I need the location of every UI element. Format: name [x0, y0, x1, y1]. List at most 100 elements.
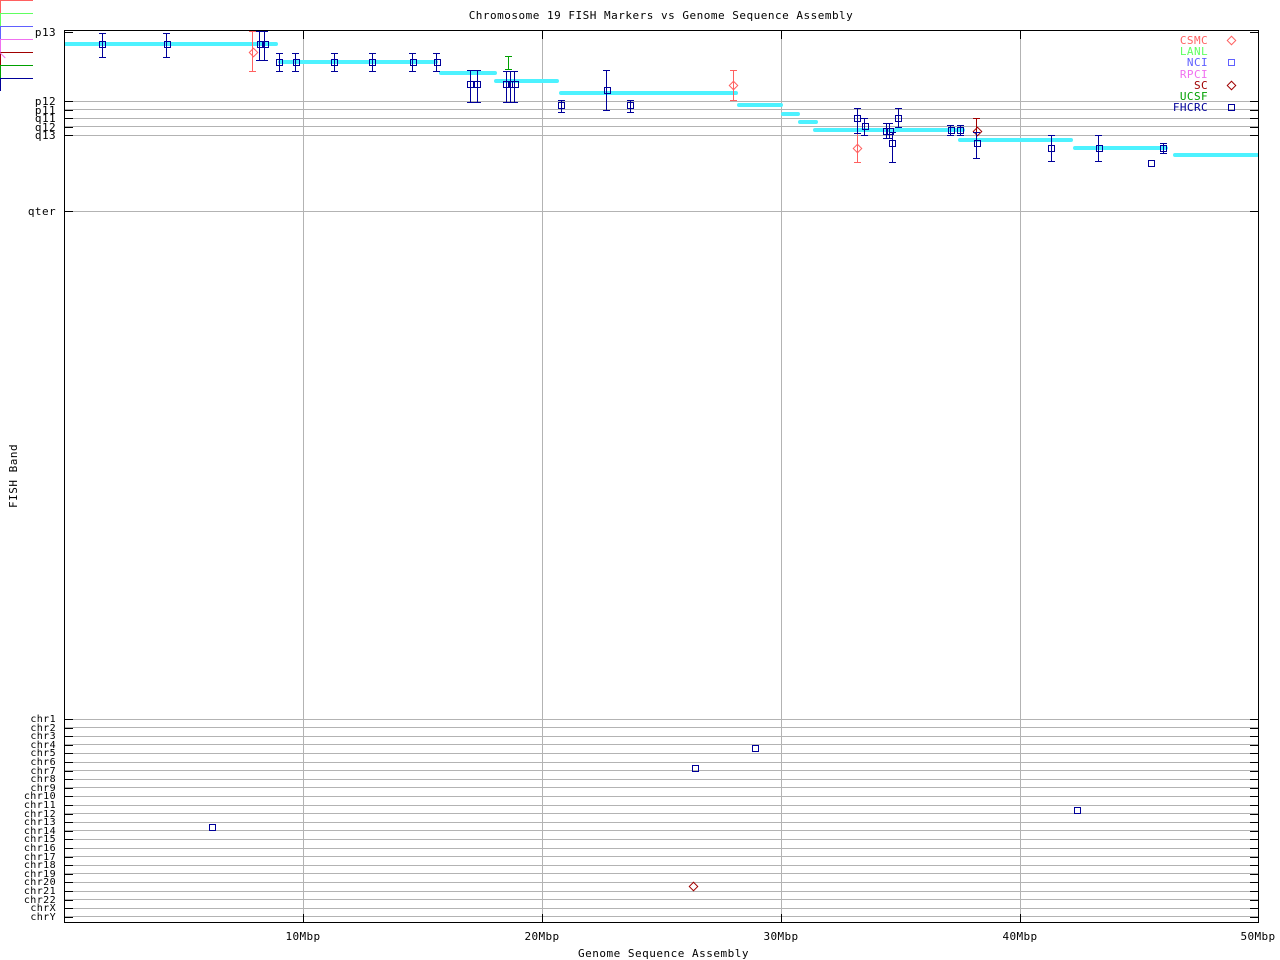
y-tick-label: chr19	[23, 868, 56, 880]
axis-tick	[1250, 118, 1258, 119]
axis-tick	[1250, 719, 1258, 720]
error-bar-line	[469, 70, 471, 102]
error-bar-cap	[603, 109, 611, 111]
error-bar-line	[101, 33, 103, 57]
axis-tick	[542, 30, 543, 39]
error-bar-cap	[163, 32, 171, 34]
axis-tick	[1020, 30, 1021, 39]
error-bar-cap	[557, 111, 565, 113]
gridline-vertical	[780, 30, 782, 923]
error-bar-cap	[433, 70, 441, 72]
gridline-vertical	[541, 30, 543, 923]
gridline-horizontal	[64, 134, 1259, 136]
y-tick-label: chr20	[23, 877, 56, 889]
error-bar-cap	[973, 117, 981, 119]
axis-tick	[1258, 914, 1259, 923]
axis-tick	[65, 753, 73, 755]
gridline-horizontal	[64, 830, 1259, 832]
marker-square	[261, 41, 269, 48]
axis-tick	[1250, 211, 1258, 212]
error-bar-cap	[505, 55, 513, 57]
marker-square	[369, 59, 377, 66]
error-bar-cap	[330, 52, 338, 54]
marker-square	[433, 59, 441, 66]
axis-tick	[65, 796, 73, 798]
axis-tick	[1250, 736, 1258, 738]
marker-square	[99, 41, 107, 48]
error-bar-line	[508, 56, 510, 69]
axis-tick	[1250, 744, 1258, 746]
y-tick-label: chr9	[30, 782, 56, 794]
marker-square	[895, 115, 903, 122]
axis-tick	[1250, 109, 1258, 111]
y-tick-label: chr16	[23, 843, 56, 854]
error-bar-cap	[603, 69, 611, 71]
x-tick-label: 30Mbp	[763, 930, 799, 943]
marker-square	[503, 81, 511, 88]
gridline-horizontal	[64, 873, 1259, 875]
error-bar-cap	[261, 59, 269, 61]
legend-sample-cap	[0, 79, 1, 85]
axis-tick	[1250, 899, 1258, 901]
error-bar-cap	[1047, 160, 1055, 162]
error-bar-line	[436, 53, 438, 71]
legend-sample-cap	[0, 66, 1, 72]
gridline-horizontal	[64, 856, 1259, 858]
y-tick-label: p12	[34, 95, 56, 108]
error-bar-line	[295, 53, 297, 71]
error-bar-cap	[473, 101, 481, 103]
axis-tick	[1250, 891, 1258, 892]
marker-square	[947, 127, 955, 134]
error-bar-cap	[729, 69, 737, 71]
error-bar-cap	[466, 101, 474, 103]
error-bar-cap	[973, 157, 981, 159]
axis-tick	[303, 914, 304, 923]
axis-tick	[65, 744, 73, 746]
y-tick-label: chr13	[23, 817, 56, 829]
axis-tick	[781, 30, 782, 39]
axis-tick	[65, 908, 73, 910]
legend-sample-cap	[0, 46, 1, 52]
band-step-segment	[781, 111, 801, 116]
marker-square	[973, 140, 981, 147]
x-tick-label: 40Mbp	[1002, 930, 1038, 943]
error-bar-line	[278, 53, 280, 71]
error-bar-cap	[886, 137, 894, 139]
error-bar-line	[264, 31, 266, 60]
axis-tick	[542, 914, 543, 923]
legend-sample-cap	[0, 40, 1, 46]
y-tick-label: chr8	[30, 774, 56, 786]
error-bar-cap	[888, 131, 896, 133]
chart-title: Chromosome 19 FISH Markers vs Genome Seq…	[468, 9, 854, 22]
axis-tick	[65, 762, 73, 763]
error-bar-cap	[1047, 134, 1055, 136]
y-tick-label: chr15	[23, 834, 56, 846]
legend-sample-cap	[0, 27, 1, 33]
legend-sample-cap	[0, 59, 1, 65]
legend-sample-cap	[0, 85, 1, 91]
y-tick-label: chr22	[23, 894, 56, 906]
axis-tick	[65, 719, 73, 720]
x-tick-label: 50Mbp	[1240, 930, 1276, 943]
error-bar-cap	[1159, 142, 1167, 144]
error-bar-line	[1050, 135, 1052, 161]
axis-tick	[65, 101, 73, 102]
marker-square	[409, 59, 417, 66]
marker-square	[751, 745, 759, 752]
error-bar-line	[510, 71, 512, 102]
axis-tick	[1250, 101, 1258, 102]
error-bar-cap	[466, 69, 474, 71]
axis-tick	[65, 211, 73, 212]
gridline-horizontal	[64, 847, 1259, 849]
axis-tick	[1250, 779, 1258, 781]
band-step-segment	[1072, 145, 1169, 150]
axis-tick	[65, 873, 73, 875]
axis-tick	[1250, 830, 1258, 832]
gridline-horizontal	[64, 126, 1259, 127]
gridline-horizontal	[64, 727, 1259, 729]
error-bar-cap	[507, 70, 515, 72]
marker-square	[1074, 807, 1082, 814]
error-bar-cap	[502, 70, 510, 72]
error-bar-line	[1162, 143, 1164, 153]
axis-tick	[1250, 762, 1258, 763]
